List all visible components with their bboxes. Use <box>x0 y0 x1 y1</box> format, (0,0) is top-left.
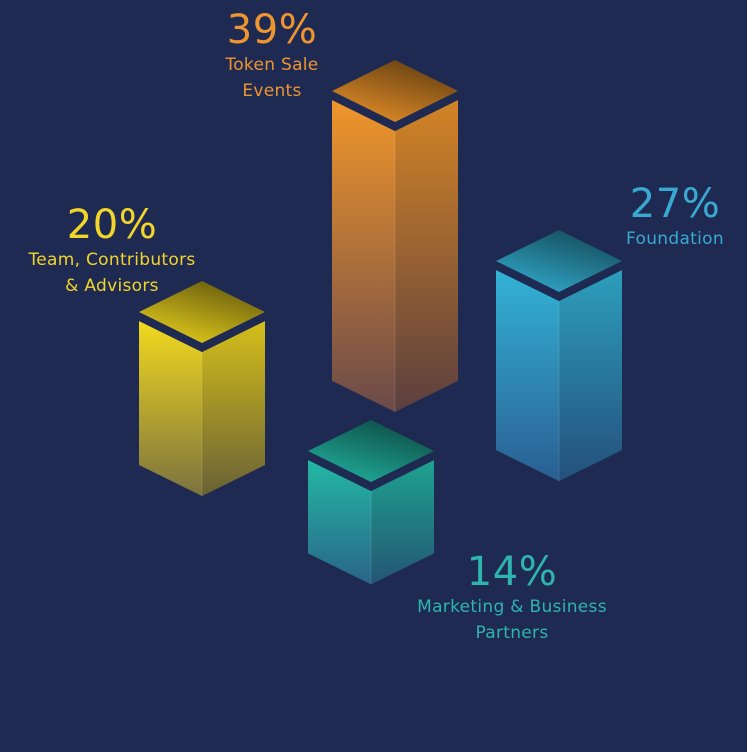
bar-team-top-face <box>139 281 265 343</box>
bar-marketing-top-face <box>308 420 434 482</box>
bar-marketing-rim <box>308 451 434 491</box>
value-label-foundation: 27% <box>629 181 721 227</box>
category-label-team-line1: Team, Contributors <box>28 250 196 270</box>
bar-team-rim <box>139 312 265 352</box>
bar-token-sale <box>332 60 458 412</box>
bar-token-sale-rim <box>332 91 458 131</box>
bar-foundation-rim <box>496 261 622 301</box>
bar-token-sale-top-face <box>332 60 458 122</box>
category-label-team-line2: & Advisors <box>65 276 159 296</box>
bar-foundation-right-face <box>559 270 622 482</box>
value-label-team: 20% <box>66 202 158 248</box>
bar-token-sale-left-face <box>332 100 395 412</box>
label-marketing: 14% Marketing & Business Partners <box>397 550 627 646</box>
bar-marketing-left-face <box>308 460 371 585</box>
bar-team-left-face <box>139 321 202 497</box>
label-foundation: 27% Foundation <box>600 182 747 252</box>
value-label-token-sale: 39% <box>226 7 318 53</box>
value-label-marketing: 14% <box>466 549 558 595</box>
bar-token-sale-right-face <box>395 100 458 412</box>
bar-foundation <box>496 230 622 482</box>
label-team: 20% Team, Contributors & Advisors <box>2 203 222 299</box>
bar-marketing <box>308 420 434 585</box>
category-label-token-sale-line1: Token Sale <box>225 55 319 75</box>
category-label-marketing-line2: Partners <box>475 623 549 643</box>
bar-foundation-top-face <box>496 230 622 292</box>
bar-foundation-left-face <box>496 270 559 482</box>
bar-marketing-right-face <box>371 460 434 585</box>
bar-team-right-face <box>202 321 265 497</box>
label-token-sale: 39% Token Sale Events <box>172 8 372 104</box>
category-label-marketing-line1: Marketing & Business <box>417 597 607 617</box>
category-label-foundation: Foundation <box>626 229 724 249</box>
bar-team <box>139 281 265 497</box>
category-label-token-sale-line2: Events <box>242 81 302 101</box>
